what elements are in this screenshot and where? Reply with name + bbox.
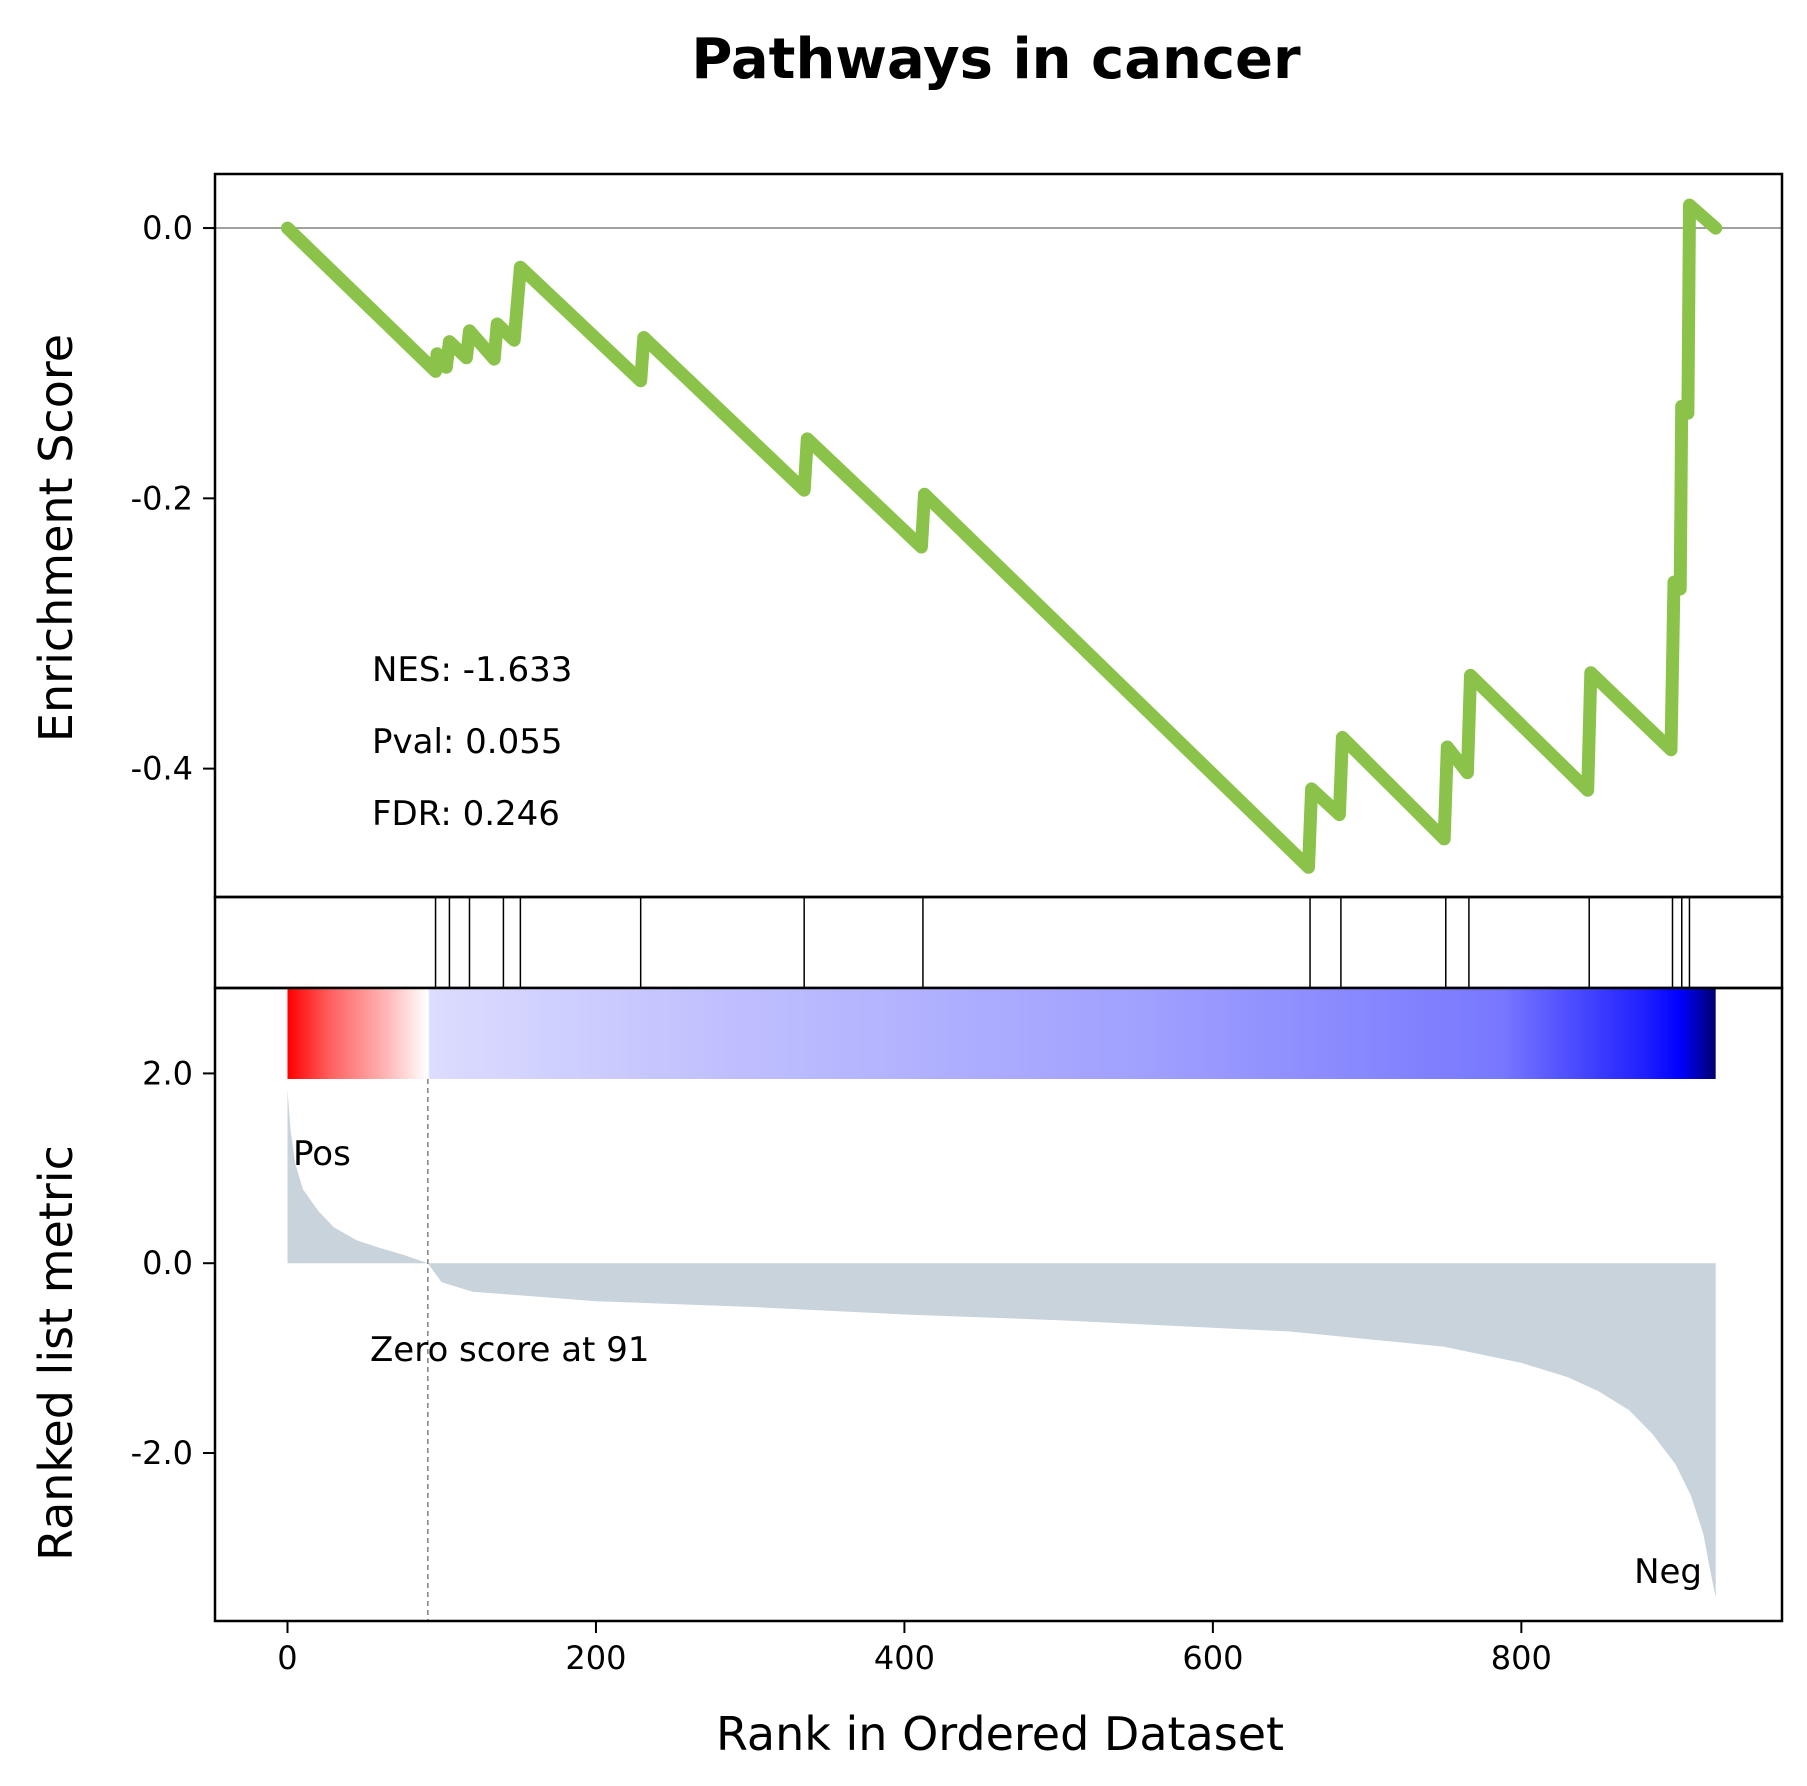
- metric-y-tick-label: 0.0: [142, 1244, 193, 1282]
- metric-y-tick-label: -2.0: [131, 1434, 193, 1472]
- metric-panel-frame: [213, 986, 1784, 1623]
- x-tick-label: 400: [874, 1639, 935, 1677]
- chart-title: Pathways in cancer: [691, 27, 1301, 92]
- nes-annotation: NES: -1.633: [372, 650, 572, 690]
- neg-label: Neg: [1634, 1552, 1702, 1592]
- x-tick-label: 200: [565, 1639, 626, 1677]
- enrichment-panel: 0.0 -0.2 -0.4 NES: -1.633 Pval: 0.055 FDR:…: [29, 172, 1784, 899]
- metric-panel: 2.0 0.0 -2.0 Pos Neg Zero score at 91 Rank…: [29, 986, 1784, 1623]
- x-axis-title: Rank in Ordered Dataset: [716, 1707, 1284, 1761]
- enrichment-panel-frame: [213, 172, 1784, 899]
- enrichment-y-axis-title: Enrichment Score: [29, 334, 83, 742]
- gene-hit-markers: [434, 897, 1691, 988]
- x-tick-label: 600: [1182, 1639, 1243, 1677]
- metric-y-axis-title: Ranked list metric: [29, 1145, 83, 1561]
- zero-score-annotation: Zero score at 91: [370, 1330, 649, 1370]
- pval-annotation: Pval: 0.055: [372, 722, 563, 762]
- es-y-tick-label: -0.2: [131, 479, 193, 517]
- pos-label: Pos: [293, 1134, 351, 1174]
- x-tick-label: 0: [277, 1639, 297, 1677]
- x-axis: 0 200 400 600 800: [277, 1621, 1552, 1677]
- hits-panel: [213, 895, 1784, 990]
- metric-y-axis: 2.0 0.0 -2.0: [131, 1054, 215, 1472]
- x-tick-label: 800: [1491, 1639, 1552, 1677]
- es-y-axis: 0.0 -0.2 -0.4: [131, 209, 215, 788]
- rank-color-bar: [287, 989, 1716, 1079]
- es-y-tick-label: -0.4: [131, 750, 193, 788]
- ranked-metric-area: [287, 1090, 1716, 1598]
- metric-y-tick-label: 2.0: [142, 1054, 193, 1092]
- es-y-tick-label: 0.0: [142, 209, 193, 247]
- fdr-annotation: FDR: 0.246: [372, 794, 560, 834]
- enrichment-score-line: [281, 198, 1723, 874]
